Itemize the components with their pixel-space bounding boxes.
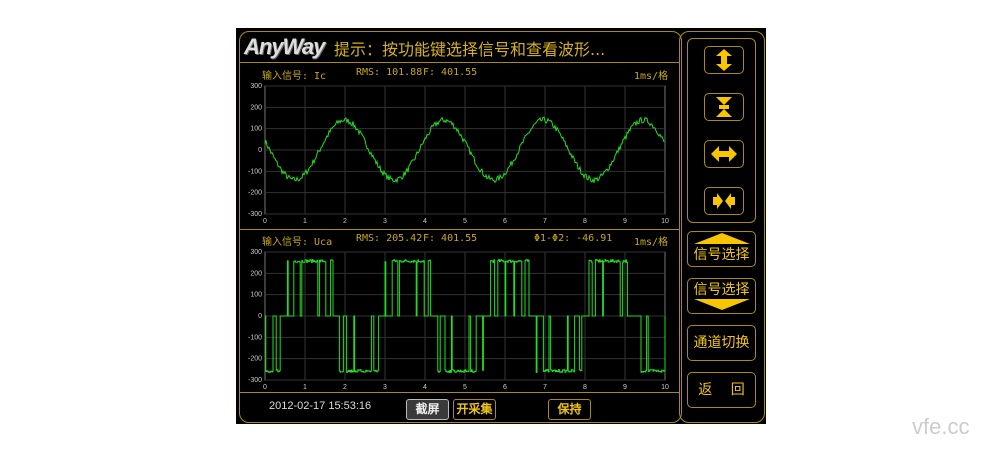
- divider: [240, 392, 680, 393]
- compress-vertical-icon: [716, 97, 732, 117]
- ch1-rms: RMS: 101.88: [356, 67, 423, 78]
- expand-vertical-button[interactable]: [704, 46, 744, 74]
- hint-text: 提示：按功能键选择信号和查看波形...: [334, 40, 606, 59]
- side-panel: [679, 31, 765, 423]
- y-tick-label: -200: [248, 356, 262, 363]
- channel-switch-button[interactable]: 通道切换: [687, 325, 756, 361]
- waveform-line: [265, 259, 666, 373]
- x-tick-label: 2: [343, 384, 347, 391]
- y-tick-label: 100: [250, 126, 262, 133]
- x-tick-label: 0: [263, 384, 267, 391]
- signal-select-down-label: 信号选择: [693, 282, 750, 298]
- start-capture-button[interactable]: 开采集: [453, 399, 496, 420]
- x-tick-label: 5: [463, 218, 467, 225]
- arrow-up-icon: [693, 233, 750, 244]
- x-tick-label: 7: [543, 384, 547, 391]
- x-tick-label: 10: [661, 218, 669, 225]
- ch1-freq: F: 401.55: [423, 67, 478, 78]
- compress-vertical-button[interactable]: [704, 93, 744, 121]
- compress-horizontal-button[interactable]: [704, 187, 744, 215]
- x-tick-label: 9: [623, 384, 627, 391]
- waveform-line: [264, 116, 665, 184]
- x-tick-label: 8: [583, 384, 587, 391]
- anyway-logo: AnyWay: [244, 34, 325, 59]
- ch2-rms: RMS: 205.42: [356, 233, 423, 244]
- y-tick-label: -100: [248, 168, 262, 175]
- x-tick-label: 8: [583, 218, 587, 225]
- back-button[interactable]: 返 回: [687, 372, 756, 408]
- y-tick-label: 100: [250, 292, 262, 299]
- x-tick-label: 6: [503, 218, 507, 225]
- x-tick-label: 7: [543, 218, 547, 225]
- ch2-phase: Φ1-Φ2: -46.91: [534, 233, 613, 244]
- y-tick-label: 0: [258, 313, 262, 320]
- x-tick-label: 4: [423, 384, 427, 391]
- chart-uca: 0 1 2 3 4 5 6 7 8 9 10 300 200 100 0 -100 -200 -300: [248, 249, 669, 391]
- expand-vertical-icon: [716, 49, 732, 71]
- y-tick-label: -300: [248, 211, 262, 218]
- ch2-freq: F: 401.55: [423, 233, 478, 244]
- y-tick-label: 300: [250, 83, 262, 90]
- x-tick-label: 3: [383, 384, 387, 391]
- x-tick-label: 4: [423, 218, 427, 225]
- screenshot-button[interactable]: 截屏: [406, 399, 449, 420]
- y-tick-label: -100: [248, 334, 262, 341]
- x-tick-label: 9: [623, 218, 627, 225]
- datetime: 2012-02-17 15:53:16: [269, 400, 372, 412]
- main-frame: [239, 31, 682, 423]
- hold-button[interactable]: 保持: [548, 399, 591, 420]
- x-tick-label: 2: [343, 218, 347, 225]
- zoom-group: [687, 38, 756, 223]
- watermark: vfe.cc: [912, 414, 970, 439]
- ch2-label: 输入信号: Uca: [262, 237, 333, 248]
- y-tick-label: -300: [248, 377, 262, 384]
- x-tick-label: 1: [303, 218, 307, 225]
- compress-horizontal-icon: [713, 193, 735, 209]
- signal-select-up-button[interactable]: 信号选择: [687, 231, 756, 267]
- x-tick-label: 1: [303, 384, 307, 391]
- x-tick-label: 3: [383, 218, 387, 225]
- x-tick-label: 6: [503, 384, 507, 391]
- signal-select-down-button[interactable]: 信号选择: [687, 278, 756, 314]
- divider: [240, 229, 680, 230]
- y-tick-label: 0: [258, 147, 262, 154]
- expand-horizontal-icon: [711, 146, 737, 162]
- expand-horizontal-button[interactable]: [704, 140, 744, 168]
- y-tick-label: 300: [250, 249, 262, 256]
- x-tick-label: 5: [463, 384, 467, 391]
- y-tick-label: 200: [250, 270, 262, 277]
- arrow-down-icon: [693, 299, 750, 310]
- oscilloscope-screen: AnyWay 提示：按功能键选择信号和查看波形... 输入信号: Ic RMS:…: [236, 28, 766, 424]
- ch2-scale: 1ms/格: [634, 237, 669, 248]
- divider: [240, 62, 680, 63]
- signal-select-up-label: 信号选择: [693, 247, 750, 263]
- chart-ic: 0 1 2 3 4 5 6 7 8 9 10 300 200 100 0 -100 -200 -300: [248, 83, 669, 225]
- y-tick-label: 200: [250, 104, 262, 111]
- x-tick-label: 0: [263, 218, 267, 225]
- ch1-scale: 1ms/格: [634, 71, 669, 82]
- y-tick-label: -200: [248, 190, 262, 197]
- x-tick-label: 10: [661, 384, 669, 391]
- ch1-label: 输入信号: Ic: [262, 71, 327, 82]
